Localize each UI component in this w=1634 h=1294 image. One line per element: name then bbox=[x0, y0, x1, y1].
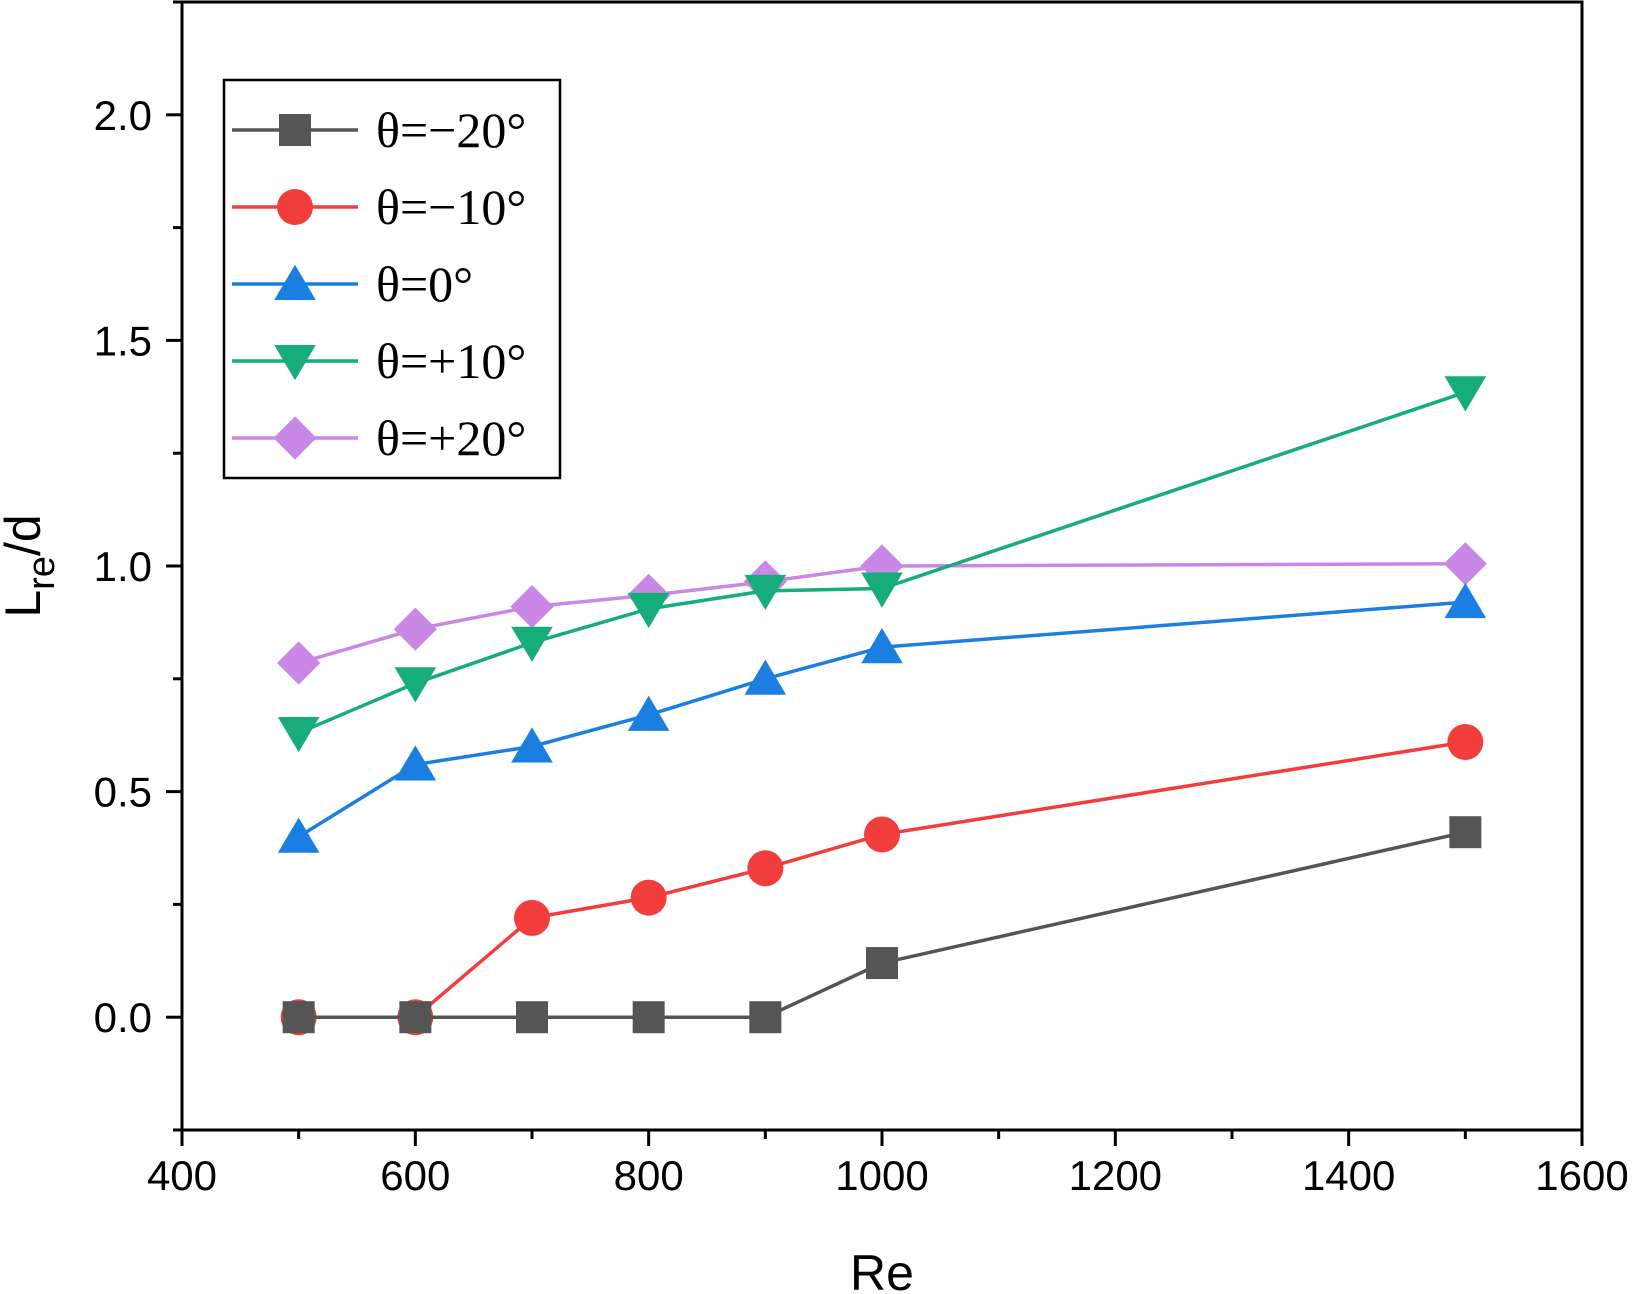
x-tick-label: 400 bbox=[147, 1152, 217, 1199]
square-marker bbox=[1449, 816, 1482, 849]
diamond-marker bbox=[393, 607, 437, 651]
y-axis-title: Lre/d bbox=[0, 514, 63, 617]
triangle-down-marker bbox=[744, 574, 787, 611]
y-axis: 0.0 0.5 1.0 1.5 2.0 bbox=[94, 0, 182, 1132]
triangle-up-marker bbox=[394, 745, 437, 781]
x-tick-label: 1200 bbox=[1069, 1152, 1162, 1199]
triangle-up-marker bbox=[861, 628, 903, 664]
circle-marker bbox=[277, 189, 313, 225]
triangle-down-marker bbox=[627, 592, 670, 629]
legend-box bbox=[222, 78, 562, 480]
triangle-up-marker bbox=[277, 817, 320, 853]
x-axis-title: Re bbox=[850, 1245, 914, 1294]
legend-label: θ=−10° bbox=[376, 179, 526, 235]
square-marker bbox=[632, 1001, 665, 1034]
series-0 bbox=[282, 816, 1482, 1034]
x-tick-label: 1000 bbox=[835, 1152, 928, 1199]
square-marker bbox=[279, 114, 311, 146]
x-tick-label: 1400 bbox=[1302, 1152, 1395, 1199]
diamond-marker bbox=[273, 416, 317, 460]
square-marker bbox=[866, 947, 898, 980]
legend-label: θ=0° bbox=[376, 256, 473, 312]
diamond-marker bbox=[1443, 542, 1487, 586]
y-axis-title-subscript: re bbox=[21, 556, 63, 590]
x-axis: 400 600 800 1000 1200 1400 1600 bbox=[147, 1130, 1629, 1199]
triangle-down-marker bbox=[394, 667, 437, 703]
plot-area bbox=[277, 376, 1487, 1036]
x-tick-label: 800 bbox=[614, 1152, 684, 1199]
legend-label: θ=+10° bbox=[376, 333, 526, 389]
legend-label: θ=−20° bbox=[376, 102, 526, 158]
legend: θ=−20° θ=−10° θ=0° θ=+10° θ=+20° bbox=[222, 78, 562, 480]
y-tick-label: 1.0 bbox=[94, 543, 152, 590]
y-axis-title-main: L bbox=[0, 590, 51, 618]
series-1 bbox=[280, 723, 1484, 1036]
legend-label: θ=+20° bbox=[376, 410, 526, 466]
y-tick-label: 0.0 bbox=[94, 994, 152, 1041]
x-tick-label: 1600 bbox=[1535, 1152, 1628, 1199]
series-2 bbox=[277, 582, 1487, 853]
triangle-down-marker bbox=[1444, 376, 1487, 412]
y-tick-label: 0.5 bbox=[94, 769, 152, 816]
x-tick-label: 600 bbox=[380, 1152, 450, 1199]
triangle-down-marker bbox=[274, 345, 316, 381]
square-marker bbox=[516, 1001, 548, 1034]
square-marker bbox=[399, 1001, 432, 1034]
triangle-down-marker bbox=[861, 572, 903, 608]
diamond-marker bbox=[277, 641, 321, 685]
y-tick-label: 1.5 bbox=[94, 317, 152, 364]
diamond-marker bbox=[510, 585, 554, 629]
triangle-up-marker bbox=[627, 695, 670, 731]
series-line bbox=[298, 830, 1466, 1019]
y-tick-label: 2.0 bbox=[94, 92, 152, 139]
circle-marker bbox=[630, 879, 667, 916]
triangle-up-marker bbox=[1444, 582, 1487, 619]
circle-marker bbox=[1447, 723, 1484, 760]
triangle-down-marker bbox=[277, 716, 320, 753]
circle-marker bbox=[514, 899, 550, 936]
series-3 bbox=[277, 376, 1487, 753]
square-marker bbox=[282, 1001, 315, 1034]
y-axis-title-tail: /d bbox=[0, 514, 51, 556]
triangle-up-marker bbox=[274, 264, 316, 300]
triangle-down-marker bbox=[511, 626, 553, 662]
square-marker bbox=[749, 1001, 782, 1034]
circle-marker bbox=[747, 850, 784, 887]
circle-marker bbox=[864, 816, 900, 853]
triangle-up-marker bbox=[744, 659, 787, 695]
triangle-up-marker bbox=[511, 727, 553, 763]
